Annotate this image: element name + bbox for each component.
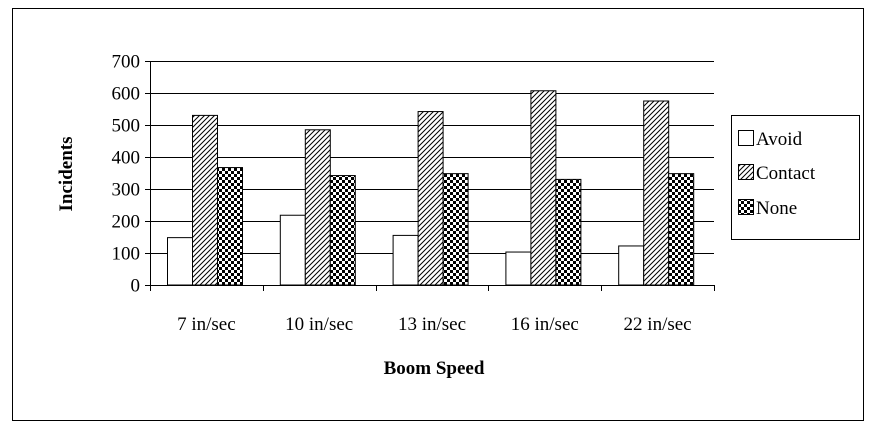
y-tick-label: 100 (112, 244, 141, 265)
bar-contact-1 (304, 129, 331, 286)
legend-label-none: None (756, 198, 797, 219)
bar-none-1 (329, 175, 356, 286)
x-tick-label: 16 in/sec (511, 314, 579, 335)
y-tick-label: 600 (112, 84, 141, 105)
bar-none-0 (217, 167, 243, 286)
x-axis-ticks: 7 in/sec 10 in/sec 13 in/sec 16 in/sec 22 in… (150, 285, 715, 335)
y-tick-label: 700 (112, 52, 141, 73)
x-axis-title: Boom Speed (384, 358, 485, 379)
bar-none-3 (555, 178, 582, 286)
bar-contact-4 (643, 100, 670, 286)
bar-avoid-4 (618, 245, 645, 286)
legend-label-avoid: Avoid (756, 129, 803, 150)
y-axis-ticks: 0 100 200 300 400 500 600 700 (112, 52, 150, 297)
y-tick-label: 200 (112, 212, 141, 233)
bar-avoid-2 (392, 234, 419, 286)
bar-none-4 (668, 173, 695, 286)
x-tick-label: 13 in/sec (398, 314, 466, 335)
bar-avoid-3 (505, 251, 532, 286)
y-tick-label: 300 (112, 180, 141, 201)
x-tick-label: 7 in/sec (177, 314, 236, 335)
y-tick-label: 500 (112, 116, 141, 137)
bar-contact-0 (192, 114, 218, 286)
legend-swatch-contact (738, 164, 754, 180)
bar-contact-3 (530, 90, 557, 286)
bar-none-2 (442, 173, 469, 286)
legend-swatch-avoid (738, 130, 754, 146)
axes (150, 61, 714, 286)
bar-contact-2 (417, 111, 444, 286)
legend: Avoid Contact None (738, 129, 816, 219)
y-axis-title: Incidents (56, 137, 77, 212)
y-tick-label: 0 (131, 276, 141, 297)
legend-label-contact: Contact (756, 163, 816, 184)
bar-avoid-0 (167, 237, 193, 286)
legend-swatch-none (738, 199, 754, 215)
bar-avoid-1 (279, 214, 306, 286)
x-tick-label: 22 in/sec (624, 314, 692, 335)
x-tick-label: 10 in/sec (285, 314, 353, 335)
y-tick-label: 400 (112, 148, 141, 169)
